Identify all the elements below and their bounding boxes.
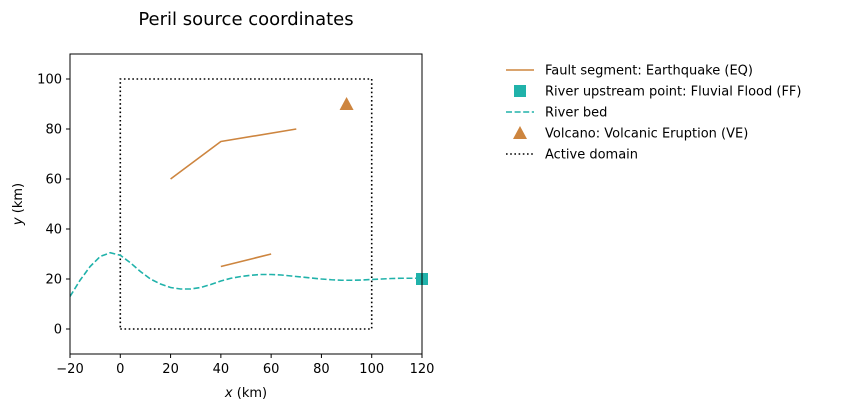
- legend-item-fault: Fault segment: Earthquake (EQ): [506, 64, 753, 79]
- legend-swatch-volcano: [513, 126, 527, 139]
- plot-area: [70, 78, 428, 330]
- plot-clipped-group: [70, 78, 422, 330]
- volcano-marker: [339, 97, 354, 110]
- y-tick-label: 80: [45, 123, 62, 138]
- x-axis-label-var: x: [224, 386, 233, 401]
- river-bed-line: [70, 251, 422, 297]
- y-tick-label: 20: [45, 273, 62, 288]
- x-axis-label-unit: (km): [233, 386, 267, 401]
- legend-label: Active domain: [545, 148, 638, 163]
- legend: Fault segment: Earthquake (EQ) River upst…: [506, 64, 801, 163]
- y-axis-label-unit: (km): [11, 183, 26, 217]
- x-axis-label: x (km): [224, 386, 267, 401]
- legend-item-domain: Active domain: [506, 148, 638, 163]
- y-tick-label: 0: [54, 323, 62, 338]
- x-tick-label: 0: [116, 362, 124, 377]
- y-tick-label: 100: [37, 73, 62, 88]
- legend-item-river-bed: River bed: [506, 106, 607, 121]
- x-tick-label: −20: [56, 362, 83, 377]
- plot-markers-group: [339, 97, 428, 285]
- y-tick-label: 40: [45, 223, 62, 238]
- active-domain-line: [119, 78, 373, 330]
- legend-label: River bed: [545, 106, 607, 121]
- fault-segment-1: [170, 128, 297, 180]
- axes-frame: [69, 53, 423, 355]
- legend-item-river-point: River upstream point: Fluvial Flood (FF): [514, 85, 801, 100]
- fault-segment-2: [220, 253, 272, 268]
- y-axis: 0 20 40 60 80 100: [37, 73, 70, 338]
- chart-title: Peril source coordinates: [138, 9, 353, 30]
- legend-label: River upstream point: Fluvial Flood (FF): [545, 85, 801, 100]
- x-axis: −20 0 20 40 60 80 100 120: [56, 354, 434, 377]
- legend-item-volcano: Volcano: Volcanic Eruption (VE): [513, 126, 748, 142]
- legend-swatch-river-point: [514, 85, 526, 97]
- x-tick-label: 20: [162, 362, 179, 377]
- y-axis-label-var: y: [11, 217, 26, 226]
- x-tick-label: 100: [359, 362, 384, 377]
- x-tick-label: 60: [263, 362, 280, 377]
- x-tick-label: 80: [313, 362, 330, 377]
- x-tick-label: 40: [213, 362, 230, 377]
- legend-label: Volcano: Volcanic Eruption (VE): [545, 127, 748, 142]
- x-tick-label: 120: [410, 362, 435, 377]
- y-tick-label: 60: [45, 173, 62, 188]
- y-axis-label: y (km): [11, 183, 26, 226]
- legend-label: Fault segment: Earthquake (EQ): [545, 64, 753, 79]
